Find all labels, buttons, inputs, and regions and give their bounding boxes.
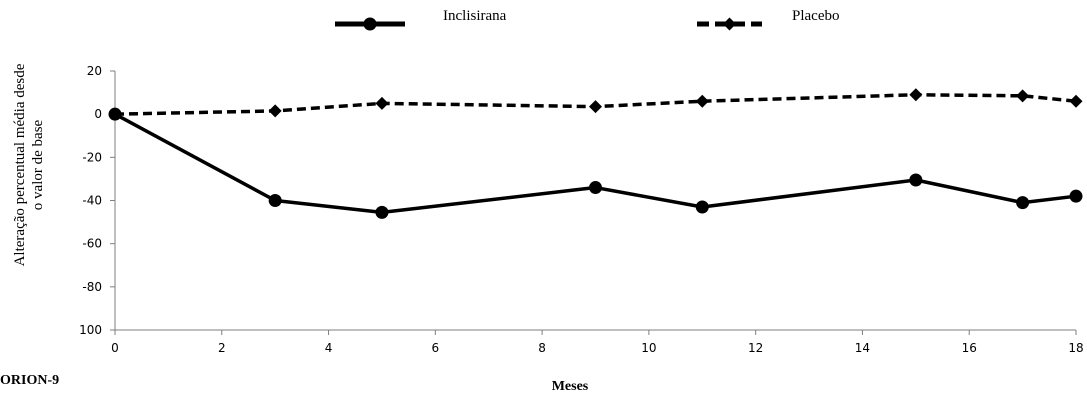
series-lines: [108, 88, 1083, 219]
x-tick-label: 2: [218, 341, 226, 355]
x-tick-label: 10: [641, 341, 656, 355]
x-tick-label: 16: [962, 341, 977, 355]
placebo-point: [268, 104, 282, 118]
y-axis-label-line-1: Alteração percentual média desde: [12, 63, 28, 266]
legend: Inclisirana Placebo: [335, 8, 839, 31]
inclisirana-point: [268, 194, 282, 207]
study-label: ORION-9: [0, 373, 59, 388]
x-tick-label: 8: [538, 341, 546, 355]
placebo-line: [114, 92, 1077, 116]
x-tick-label: 18: [1068, 341, 1083, 355]
y-tick-label: 20: [87, 64, 102, 78]
placebo-point: [1069, 94, 1083, 108]
x-tick-label: 0: [111, 341, 119, 355]
placebo-point: [375, 96, 389, 110]
y-tick-label: -80: [82, 280, 102, 294]
x-tick-label: 4: [325, 341, 333, 355]
y-tick-label: -60: [82, 237, 102, 251]
y-tick-label: 0: [94, 107, 102, 121]
inclisirana-point: [1016, 196, 1030, 210]
legend-item-placebo: Placebo: [697, 8, 839, 31]
y-axis-label-line-2: o valor de base: [30, 119, 46, 210]
axes: [110, 70, 1077, 335]
legend-label-placebo: Placebo: [792, 8, 839, 24]
inclisirana-point: [1069, 189, 1083, 203]
y-tick-label: -20: [82, 150, 102, 164]
y-tick-label: -40: [82, 194, 102, 208]
placebo-point: [589, 100, 602, 114]
y-tick-labels: 20 0 -20 -40 -60 -80 100: [79, 64, 102, 337]
x-tick-label: 14: [855, 341, 870, 355]
placebo-point: [1016, 89, 1030, 103]
legend-marker-placebo: [723, 17, 736, 31]
placebo-point: [108, 107, 122, 121]
placebo-point: [909, 88, 923, 102]
y-axis-label: Alteração percentual média desde o valor…: [12, 63, 46, 266]
x-tick-label: 12: [748, 341, 763, 355]
inclisirana-point: [375, 205, 389, 219]
legend-item-inclisirana: Inclisirana: [335, 8, 507, 31]
x-axis-label: Meses: [552, 379, 589, 394]
legend-marker-inclisirana: [363, 17, 377, 31]
inclisirana-point: [909, 173, 923, 187]
x-tick-labels: 0 2 4 6 8 10 12 14 16 18: [111, 341, 1083, 355]
inclisirana-point: [695, 200, 709, 214]
y-tick-label: 100: [79, 323, 102, 337]
series-inclisirana: [108, 107, 1083, 219]
x-tick-label: 6: [432, 341, 440, 355]
legend-label-inclisirana: Inclisirana: [443, 8, 507, 24]
placebo-point: [695, 94, 709, 108]
inclisirana-point: [589, 181, 602, 195]
series-placebo: [108, 88, 1083, 121]
inclisirana-line: [114, 112, 1077, 215]
